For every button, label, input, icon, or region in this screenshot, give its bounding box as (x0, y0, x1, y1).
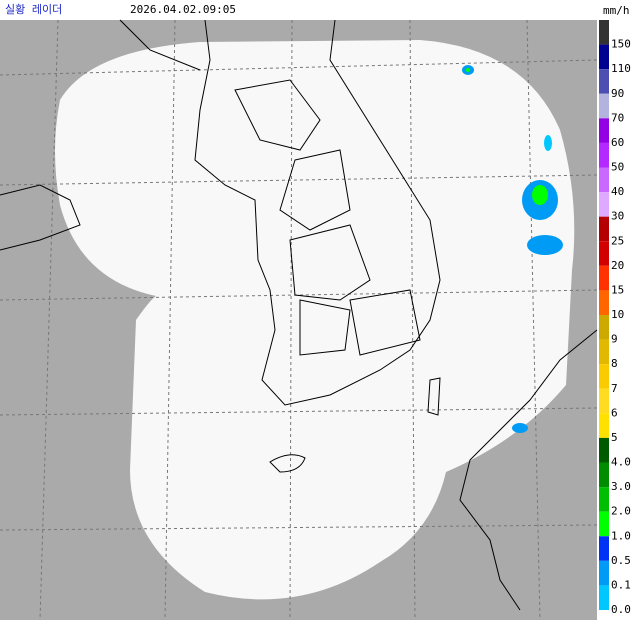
legend-label: 110 (611, 62, 631, 75)
legend-label: 25 (611, 234, 624, 247)
unit: mm/h (603, 4, 630, 17)
legend-swatch (599, 511, 609, 537)
legend-label: 2.0 (611, 505, 631, 518)
grid (0, 19, 598, 620)
legend-swatch (599, 241, 609, 266)
legend-swatch (599, 290, 609, 315)
legend-label: 0.0 (611, 603, 631, 616)
legend-swatch (599, 69, 609, 94)
legend-swatch (599, 437, 609, 463)
legend-label: 150 (611, 38, 631, 51)
legend-swatch (599, 339, 609, 365)
legend-label: 15 (611, 283, 624, 296)
legend-label: 8 (611, 357, 618, 370)
legend-label: 20 (611, 259, 624, 272)
legend-swatch (599, 536, 609, 561)
map (0, 19, 598, 620)
legend-label: 1.0 (611, 529, 631, 542)
legend-label: 40 (611, 185, 624, 198)
title: 실황 레이더 (5, 3, 62, 16)
legend-label: 7 (611, 382, 618, 395)
legend-label: 90 (611, 87, 624, 100)
legend-swatch (599, 142, 609, 168)
legend-swatch (599, 560, 609, 586)
legend-swatch (599, 462, 609, 488)
legend-swatch (599, 44, 609, 70)
legend-swatch (599, 487, 609, 512)
legend-label: 6 (611, 406, 618, 419)
legend: 150 110 90 70 60 50 40 30 25 20 15 10 9 8 7 6 5 4.0 3.0 2.0… (599, 20, 631, 616)
legend-label: 0.5 (611, 554, 631, 567)
legend-label: 5 (611, 431, 618, 444)
legend-swatch (599, 585, 609, 610)
legend-swatch (599, 388, 609, 414)
coastline (0, 19, 598, 611)
legend-swatch (599, 364, 609, 389)
radar-echoes (462, 65, 563, 433)
timestamp: 2026.04.02.09:05 (130, 3, 236, 16)
legend-label: 50 (611, 161, 624, 174)
legend-label: 3.0 (611, 480, 631, 493)
legend-label: 70 (611, 111, 624, 124)
legend-label: 0.1 (611, 578, 631, 591)
legend-swatch (599, 20, 609, 45)
legend-swatch (599, 315, 609, 340)
legend-label: 4.0 (611, 456, 631, 469)
legend-swatch (599, 167, 609, 193)
legend-swatch (599, 118, 609, 143)
legend-label: 30 (611, 210, 624, 223)
legend-swatch (599, 265, 609, 291)
legend-label: 10 (611, 308, 624, 321)
legend-swatch (599, 93, 609, 119)
legend-swatch (599, 192, 609, 217)
legend-label: 9 (611, 333, 618, 346)
legend-swatch (599, 413, 609, 438)
legend-swatch (599, 216, 609, 242)
legend-label: 60 (611, 136, 624, 149)
coverage-area (55, 40, 575, 600)
